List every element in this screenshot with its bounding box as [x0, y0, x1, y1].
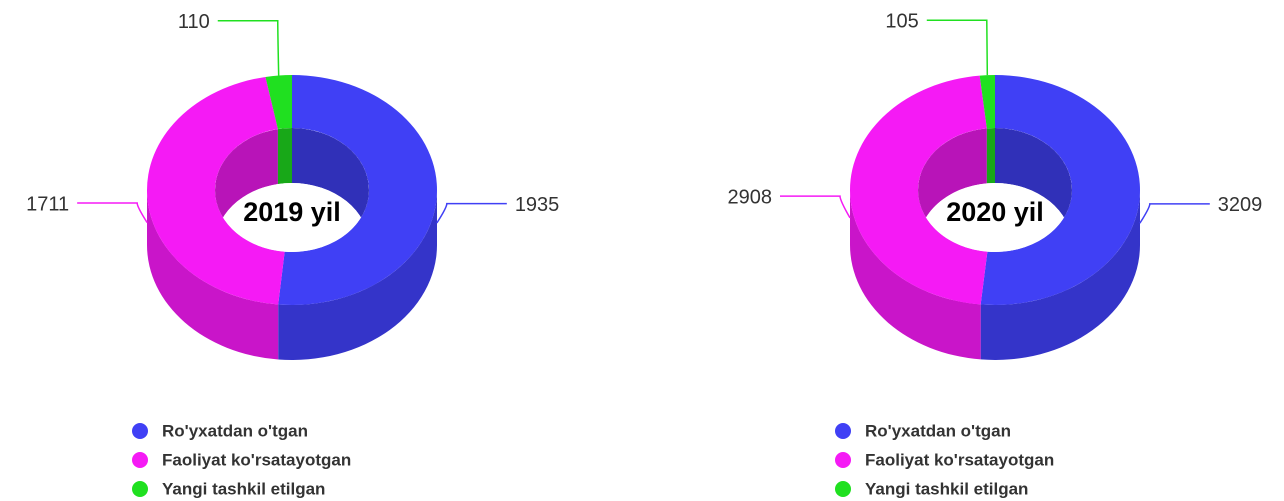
slice-side: [278, 190, 437, 360]
slice: [850, 75, 988, 305]
leader-line: [77, 202, 148, 223]
value-label: 1711: [26, 193, 69, 215]
slice: [147, 76, 285, 305]
value-label: 1935: [515, 194, 560, 216]
inner-wall: [995, 128, 1072, 245]
center-title: 2019 yil: [243, 197, 341, 227]
legend-swatch: [835, 423, 851, 439]
leader-line: [436, 202, 507, 224]
value-label: 2908: [728, 186, 773, 208]
slice-side: [850, 190, 981, 360]
inner-wall: [215, 129, 278, 245]
legend-label: Ro'yxatdan o'tgan: [865, 421, 1011, 440]
leader-line: [217, 19, 280, 76]
slice: [265, 75, 292, 130]
slice: [278, 75, 438, 305]
center-title: 2020 yil: [946, 197, 1044, 227]
legend-label: Yangi tashkil etilgan: [865, 479, 1028, 498]
leader-line: [926, 19, 989, 76]
legend-swatch: [132, 452, 148, 468]
leader-line: [780, 195, 851, 219]
inner-wall: [986, 128, 995, 184]
hole: [918, 128, 1072, 252]
legend-label: Faoliyat ko'rsatayotgan: [162, 450, 351, 469]
legend-swatch: [835, 481, 851, 497]
slice-side: [147, 190, 279, 360]
slice: [979, 75, 995, 129]
hole-floor: [918, 183, 1072, 252]
legend-swatch: [132, 481, 148, 497]
slice: [980, 75, 1140, 305]
legend-label: Faoliyat ko'rsatayotgan: [865, 450, 1054, 469]
legend-label: Yangi tashkil etilgan: [162, 479, 325, 498]
value-label: 105: [885, 11, 918, 33]
hole: [215, 128, 369, 252]
inner-wall: [292, 128, 369, 245]
value-label: 110: [178, 11, 210, 33]
hole-floor: [215, 183, 369, 252]
value-label: 3209: [1218, 194, 1263, 216]
donut: [147, 75, 438, 360]
inner-wall: [277, 128, 292, 185]
legend-swatch: [835, 452, 851, 468]
legend-swatch: [132, 423, 148, 439]
leader-line: [1139, 203, 1210, 224]
legend-label: Ro'yxatdan o'tgan: [162, 421, 308, 440]
donut: [850, 75, 1140, 360]
slice-side: [980, 190, 1140, 360]
inner-wall: [918, 128, 987, 245]
